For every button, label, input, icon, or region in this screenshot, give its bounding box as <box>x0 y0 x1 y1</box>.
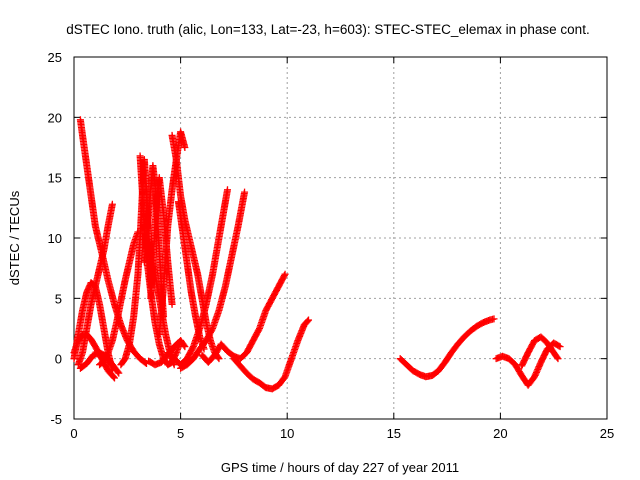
data-point <box>111 374 119 382</box>
data-point <box>215 355 223 363</box>
data-point <box>556 343 564 351</box>
y-tick-label: -5 <box>50 412 62 427</box>
data-point <box>110 373 118 381</box>
series-16 <box>164 186 232 369</box>
y-tick-label: 10 <box>48 231 62 246</box>
data-point <box>224 186 232 194</box>
series-6 <box>96 228 142 369</box>
x-tick-label: 25 <box>600 426 614 441</box>
series-14 <box>145 234 178 369</box>
x-axis-label: GPS time / hours of day 227 of year 2011 <box>221 460 459 475</box>
y-tick-labels: -5 0 5 10 15 20 25 <box>48 50 62 427</box>
data-point <box>170 361 178 369</box>
data-point <box>304 317 312 325</box>
grid <box>74 57 607 419</box>
series-20 <box>396 315 498 381</box>
data-point <box>241 188 249 196</box>
x-tick-label: 0 <box>70 426 77 441</box>
data-point <box>180 341 188 349</box>
data-point <box>168 300 176 308</box>
data-points <box>70 116 564 393</box>
y-tick-label: 0 <box>55 352 62 367</box>
y-tick-label: 5 <box>55 291 62 306</box>
y-axis-label: dSTEC / TECUs <box>7 190 22 285</box>
x-tick-label: 5 <box>177 426 184 441</box>
series-22 <box>518 333 562 370</box>
data-point <box>554 355 562 363</box>
data-point <box>108 200 116 208</box>
series-17 <box>177 188 249 372</box>
data-point <box>181 144 189 151</box>
data-point <box>490 315 498 323</box>
series-21 <box>492 339 564 389</box>
data-point <box>553 353 561 361</box>
data-point <box>305 316 313 324</box>
y-tick-label: 25 <box>48 50 62 65</box>
data-point <box>114 368 122 376</box>
series-18 <box>198 270 289 366</box>
y-tick-label: 20 <box>48 110 62 125</box>
x-tick-labels: 0 5 10 15 20 25 <box>70 426 614 441</box>
series-4 <box>74 200 116 369</box>
series-11 <box>155 128 189 339</box>
data-point <box>280 272 288 280</box>
data-point <box>181 343 189 351</box>
chart-title: dSTEC Iono. truth (alic, Lon=133, Lat=-2… <box>66 22 589 37</box>
series-10 <box>147 174 176 308</box>
y-tick-label: 15 <box>48 171 62 186</box>
x-tick-label: 20 <box>493 426 507 441</box>
data-point <box>555 342 563 350</box>
data-point <box>281 270 289 278</box>
x-tick-label: 10 <box>280 426 294 441</box>
series-19 <box>230 316 313 393</box>
tick-marks <box>73 56 608 420</box>
x-tick-label: 15 <box>387 426 401 441</box>
data-point <box>115 369 123 377</box>
